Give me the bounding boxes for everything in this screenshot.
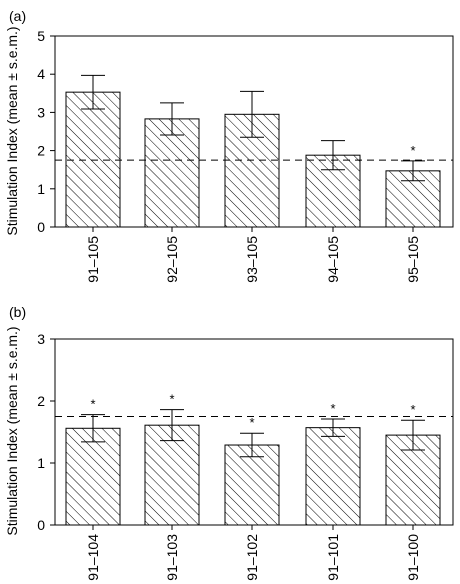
panel-a-ytick-label-0: 0	[37, 219, 45, 235]
panel-a-bar-1	[144, 118, 200, 228]
panel-a-ytick-label-4: 4	[37, 66, 45, 82]
panel-a-category-label-1: 92–105	[164, 236, 180, 283]
panel-b-sig-mark-0: *	[90, 397, 95, 412]
panel-b-category-label-0: 91–104	[85, 534, 101, 581]
panel-b-bars: * * * * *	[55, 392, 453, 526]
panel-a-bar-0	[65, 91, 121, 228]
panel-b-x-axis: 91–104 91–103 91–102 91–101 91–100	[85, 525, 421, 581]
panel-b-label: (b)	[9, 304, 26, 320]
panel-b-sig-mark-2: *	[249, 415, 254, 430]
panel-a-x-axis: 91–105 92–105 93–105 94–105 95–105	[85, 227, 421, 283]
panel-a: (a) Stimulation Index (mean ± s.e.m.) 0 1…	[4, 8, 454, 283]
panel-b-sig-mark-4: *	[410, 402, 415, 417]
panel-a-ytick-label-2: 2	[37, 143, 45, 159]
panel-b-ylabel: Stimulation Index (mean ± s.e.m.)	[4, 326, 20, 535]
panel-b-bar-3	[305, 427, 361, 526]
panel-b-category-label-1: 91–103	[164, 534, 180, 581]
panel-b-category-label-3: 91–101	[325, 534, 341, 581]
panel-b-bar-1	[144, 424, 200, 526]
panel-b-sig-mark-3: *	[330, 401, 335, 416]
panel-a-ytick-label-3: 3	[37, 104, 45, 120]
panel-a-sig-mark-4: *	[410, 143, 415, 158]
panel-b-ytick-label-2: 2	[37, 393, 45, 409]
panel-b: (b) Stimulation Index (mean ± s.e.m.) 0 1…	[4, 304, 454, 581]
panel-a-category-label-2: 93–105	[244, 236, 260, 283]
panel-a-ytick-label-5: 5	[37, 28, 45, 44]
panel-a-category-label-3: 94–105	[325, 236, 341, 283]
panel-b-category-label-4: 91–100	[405, 534, 421, 581]
panel-b-bar-2	[224, 444, 280, 526]
panel-b-category-label-2: 91–102	[244, 534, 260, 581]
panel-b-ytick-label-1: 1	[37, 455, 45, 471]
panel-a-ytick-label-1: 1	[37, 181, 45, 197]
panel-b-ytick-label-3: 3	[37, 331, 45, 347]
panel-a-ylabel: Stimulation Index (mean ± s.e.m.)	[4, 26, 20, 235]
panel-b-bar-0	[65, 427, 121, 526]
panel-a-label: (a)	[9, 8, 26, 24]
panel-b-y-axis: 0 1 2 3	[37, 331, 55, 533]
panel-a-bars: *	[55, 74, 453, 228]
panel-b-ytick-label-0: 0	[37, 517, 45, 533]
panel-a-y-axis: 0 1 2 3 4 5	[37, 28, 55, 235]
panel-b-sig-mark-1: *	[169, 392, 174, 407]
panel-a-category-label-4: 95–105	[405, 236, 421, 283]
panel-a-category-label-0: 91–105	[85, 236, 101, 283]
